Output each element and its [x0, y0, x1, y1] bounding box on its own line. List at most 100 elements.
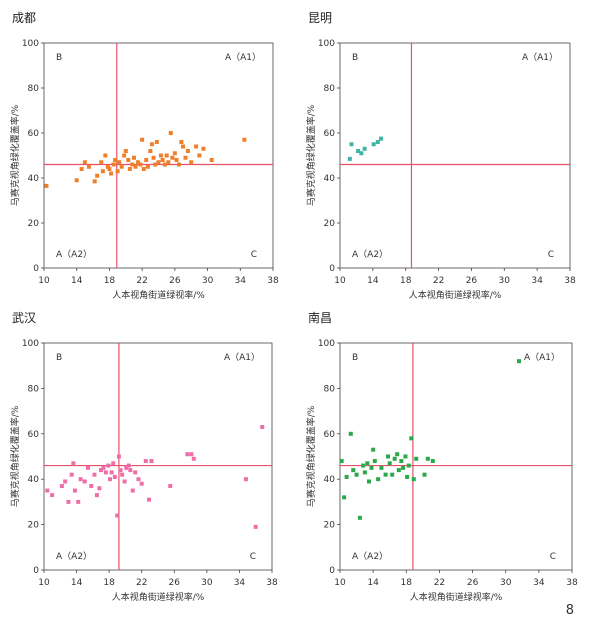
scatter-panel-3: 武汉 0 20 40 60 80 100 10 14 18 22 26 30 34 38 人本视角街道绿视率/… [9, 311, 278, 603]
y-tick-label: 100 [318, 39, 335, 49]
data-point [166, 160, 171, 165]
data-point [194, 144, 199, 149]
x-tick-label: 18 [104, 276, 116, 286]
data-point [74, 178, 79, 183]
data-point [260, 424, 265, 429]
data-point [122, 153, 127, 158]
data-point [136, 477, 141, 482]
data-point [120, 472, 125, 477]
data-point [348, 431, 353, 436]
y-tick-label: 100 [22, 339, 39, 349]
data-point [106, 463, 111, 468]
data-point [69, 472, 74, 477]
data-point [387, 461, 392, 466]
x-tick-label: 34 [533, 578, 545, 588]
data-point [149, 459, 154, 464]
data-point [399, 459, 404, 464]
y-tick-label: 40 [324, 174, 336, 184]
data-point [101, 465, 106, 470]
data-point [130, 162, 135, 167]
data-point [95, 173, 100, 178]
data-point [138, 162, 143, 167]
y-tick-label: 20 [324, 521, 336, 531]
data-point [356, 149, 361, 153]
data-point [123, 149, 128, 153]
quadrant-label-bottom-left: A（A2） [56, 249, 92, 260]
x-tick-label: 22 [136, 276, 147, 286]
x-tick-label: 18 [401, 578, 413, 588]
quadrant-label-top-right: A（A1） [225, 52, 261, 63]
data-point [189, 160, 194, 165]
x-tick-label: 30 [499, 276, 511, 286]
data-point [148, 149, 153, 153]
x-tick-label: 30 [201, 578, 213, 588]
scatter-panel-1: 成都 0 20 40 60 80 100 10 14 18 22 26 30 34 38 人本视角街道绿视率/… [9, 11, 279, 301]
y-tick-label: 20 [28, 521, 40, 531]
y-tick-label: 0 [329, 566, 335, 576]
x-tick-label: 34 [531, 276, 543, 286]
quadrant-label-top-left: B [352, 53, 358, 63]
panel-title: 南昌 [308, 310, 332, 325]
y-tick-label: 40 [28, 174, 40, 184]
data-point [112, 474, 117, 479]
data-point [115, 169, 120, 174]
data-point [111, 461, 116, 466]
data-point [92, 179, 97, 184]
data-point [86, 164, 91, 169]
data-point [128, 468, 133, 473]
data-point [516, 359, 521, 364]
x-tick-label: 14 [71, 276, 83, 286]
data-point [403, 454, 408, 459]
data-point [181, 144, 186, 149]
quadrant-label-bottom-right: C [548, 250, 554, 260]
x-tick-label: 38 [266, 578, 278, 588]
data-point [362, 470, 367, 475]
data-point [383, 472, 388, 477]
quadrant-label-top-right: A（A1） [522, 52, 558, 63]
data-point [395, 452, 400, 457]
y-axis-label: 马赛克视角绿化覆盖率/% [305, 104, 317, 206]
data-point [347, 156, 352, 161]
data-point [158, 153, 163, 158]
data-point [82, 479, 87, 484]
data-point [168, 131, 173, 135]
x-tick-label: 10 [334, 578, 346, 588]
data-point [164, 153, 169, 158]
data-point [197, 153, 202, 158]
data-point [117, 160, 122, 165]
y-tick-label: 100 [318, 339, 335, 349]
data-point [209, 158, 214, 162]
data-point [153, 162, 158, 167]
data-point [243, 477, 248, 482]
data-point [185, 149, 190, 153]
data-point [44, 183, 49, 188]
y-tick-label: 80 [324, 84, 336, 94]
quadrant-label-top-left: B [56, 53, 62, 63]
data-point [242, 137, 247, 142]
data-point [339, 459, 344, 464]
y-tick-label: 40 [324, 475, 336, 485]
x-tick-label: 26 [467, 578, 479, 588]
data-point [103, 470, 108, 475]
data-point [107, 167, 112, 171]
data-point [362, 146, 367, 151]
data-point [118, 468, 123, 473]
scatter-panel-2: 昆明 0 20 40 60 80 100 10 14 18 22 26 30 34 38 人本视角街道绿视率/… [305, 11, 576, 301]
data-point [342, 495, 347, 500]
data-point [359, 151, 364, 156]
data-point [191, 456, 196, 461]
data-point [430, 459, 435, 464]
data-point [183, 155, 188, 160]
quadrant-label-top-left: B [352, 353, 358, 363]
panel-title: 昆明 [308, 11, 332, 25]
data-point [176, 162, 181, 167]
data-point [160, 158, 165, 162]
x-tick-label: 30 [202, 276, 214, 286]
data-point [170, 155, 175, 160]
data-point [409, 436, 414, 441]
data-point [94, 493, 99, 498]
data-point [124, 465, 129, 470]
panel-title: 成都 [12, 11, 36, 25]
data-point [414, 456, 419, 461]
